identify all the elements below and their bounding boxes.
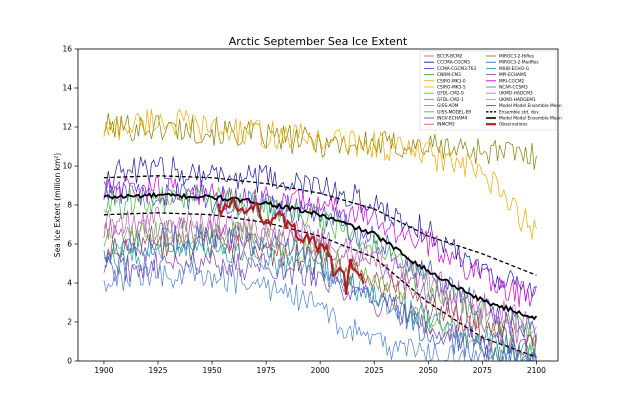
chart-title: Arctic September Sea Ice Extent bbox=[229, 35, 408, 48]
legend-entry-label: UKMO-HADCM3 bbox=[499, 91, 533, 97]
observations-line bbox=[217, 196, 365, 295]
y-tick-label: 8 bbox=[67, 201, 72, 210]
legend-entry-label: MPI-ECHAM5 bbox=[499, 72, 527, 78]
model-series-line bbox=[103, 225, 537, 361]
legend-entry-label: MIUB-ECHO-G bbox=[499, 66, 529, 72]
x-tick-label: 1975 bbox=[257, 366, 276, 375]
legend-entry-label: Ensemble std. dev. bbox=[499, 109, 540, 115]
x-tick-label: 1925 bbox=[148, 366, 167, 375]
legend-entry-label: GFDL-CM2-0 bbox=[437, 91, 464, 97]
model-series-line bbox=[103, 220, 537, 361]
legend-entry-label: GFDL-CM2-1 bbox=[437, 97, 464, 103]
y-tick-label: 12 bbox=[62, 123, 72, 132]
x-axis: 1900 1925 1950 1975 2000 2025 2050 2075 2100 bbox=[94, 361, 546, 375]
x-tick-label: 2075 bbox=[473, 366, 492, 375]
legend-entry-label: GISS-MODEL-ER bbox=[437, 109, 471, 115]
legend-entry-label: MRI-CGCM2 bbox=[499, 78, 525, 84]
legend-entry-label: CSIRO-MK3-5 bbox=[437, 85, 466, 91]
x-tick-label: 2025 bbox=[365, 366, 384, 375]
model-series-line bbox=[103, 238, 537, 361]
legend-entry-label: MIROC3-2-HiRes bbox=[499, 54, 535, 60]
ensemble-std-lower-line bbox=[103, 212, 537, 358]
legend-entry-label: INMCM3 bbox=[437, 122, 455, 128]
legend: BCCR-BCM2CCCMA-CGCM3CCMA-CGCM3-T63CNRM-C… bbox=[419, 50, 562, 131]
model-series-line bbox=[103, 108, 537, 240]
y-tick-label: 6 bbox=[67, 240, 72, 249]
legend-entry-label: GISS-AOM bbox=[437, 103, 459, 109]
legend-entry-label: UKMO-HADGEM1 bbox=[499, 97, 536, 103]
ensemble-std-upper-line bbox=[103, 175, 537, 276]
series-layer bbox=[103, 108, 538, 361]
legend-entry-label: Model Model Ensemble Mean bbox=[499, 116, 562, 122]
x-tick-label: 2000 bbox=[311, 366, 330, 375]
y-tick-label: 2 bbox=[67, 318, 72, 327]
model-series-line bbox=[103, 156, 537, 302]
x-tick-label: 1900 bbox=[94, 366, 113, 375]
model-series-line bbox=[103, 259, 537, 361]
model-series-line bbox=[103, 176, 537, 307]
legend-entry-label: BCCR-BCM2 bbox=[437, 54, 463, 60]
legend-box bbox=[419, 50, 557, 131]
ensemble-mean-line bbox=[103, 191, 538, 321]
y-tick-label: 16 bbox=[62, 45, 72, 54]
model-series-line bbox=[103, 248, 537, 361]
x-tick-label: 2100 bbox=[527, 366, 546, 375]
y-tick-label: 0 bbox=[67, 357, 72, 366]
y-tick-label: 14 bbox=[62, 84, 72, 93]
legend-entry-label: NCAR-CCSM3 bbox=[499, 85, 528, 91]
y-axis-label: Sea Ice Extent (million km²) bbox=[53, 153, 62, 257]
y-tick-label: 10 bbox=[62, 162, 72, 171]
legend-entry-label: CCMA-CGCM3-T63 bbox=[437, 66, 476, 72]
legend-entry-label: Observations bbox=[499, 122, 528, 128]
x-tick-label: 1950 bbox=[203, 366, 222, 375]
y-axis: 0 2 4 6 8 10 12 14 16 bbox=[62, 45, 78, 366]
legend-entry-label: MIROC3-2-MedRes bbox=[499, 60, 539, 66]
legend-entry-label: INGV-ECHAM4 bbox=[437, 116, 468, 122]
legend-entry-label: CCCMA-CGCM3 bbox=[437, 60, 470, 66]
x-tick-label: 2050 bbox=[419, 366, 438, 375]
legend-entry-label: CNRM-CM3 bbox=[437, 72, 461, 78]
legend-entry-label: CSIRO-MK3-0 bbox=[437, 78, 466, 84]
legend-entry-label: Model Model Ensemble Mean bbox=[499, 103, 562, 109]
y-tick-label: 4 bbox=[67, 279, 72, 288]
